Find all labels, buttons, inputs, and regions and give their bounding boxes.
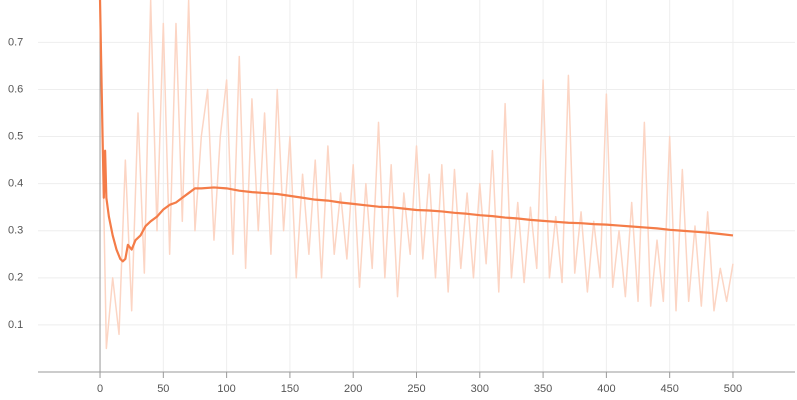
y-tick-label: 0.3: [8, 225, 23, 237]
x-tick-label: 250: [407, 383, 425, 395]
x-tick-label: 300: [471, 383, 489, 395]
y-tick-label: 0.7: [8, 36, 23, 48]
series-line: [99, 0, 734, 350]
series-line: [98, 0, 734, 263]
x-tick-label: 400: [597, 383, 615, 395]
y-tick-label: 0.2: [8, 272, 23, 284]
y-tick-label: 0.6: [8, 83, 23, 95]
y-tick-label: 0.1: [8, 319, 23, 331]
x-tick-label: 200: [344, 383, 362, 395]
x-tick-label: 500: [724, 383, 742, 395]
x-tick-label: 0: [97, 383, 103, 395]
y-tick-label: 0.4: [8, 178, 23, 190]
x-tick-label: 150: [281, 383, 299, 395]
y-tick-label: 0.5: [8, 130, 23, 142]
x-tick-label: 450: [660, 383, 678, 395]
x-tick-label: 350: [534, 383, 552, 395]
x-tick-label: 50: [157, 383, 169, 395]
x-tick-label: 100: [217, 383, 235, 395]
